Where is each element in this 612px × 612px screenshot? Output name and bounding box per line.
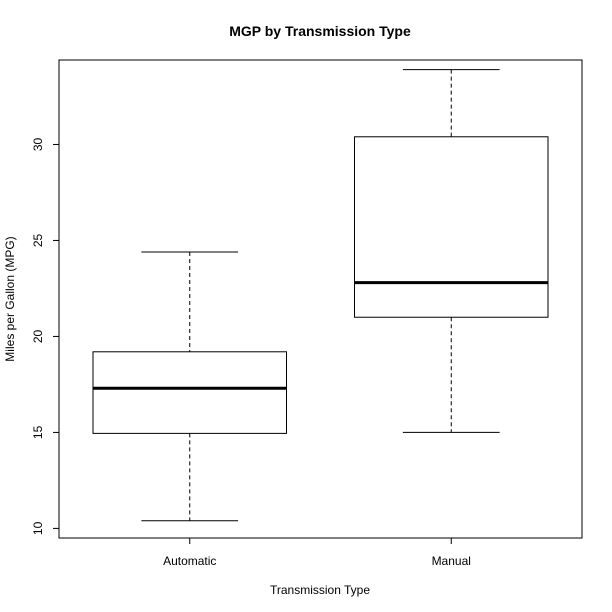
- y-tick-label: 15: [31, 425, 45, 439]
- y-tick-label: 30: [31, 137, 45, 151]
- iqr-box: [92, 351, 288, 434]
- y-tick-label: 10: [31, 521, 45, 535]
- y-tick-label: 25: [31, 233, 45, 247]
- boxes: [92, 69, 549, 522]
- x-tick-label: Automatic: [163, 554, 216, 568]
- y-axis: 10 15 20 25 30: [31, 137, 60, 535]
- y-axis-label: Miles per Gallon (MPG): [3, 236, 17, 361]
- box-automatic: [92, 251, 288, 522]
- x-tick-label: Manual: [432, 554, 471, 568]
- x-axis-label: Transmission Type: [270, 583, 370, 597]
- x-axis: Automatic Manual: [163, 538, 471, 568]
- y-tick-label: 20: [31, 329, 45, 343]
- box-manual: [353, 69, 549, 433]
- chart-title: MGP by Transmission Type: [229, 23, 411, 39]
- iqr-box: [353, 136, 549, 318]
